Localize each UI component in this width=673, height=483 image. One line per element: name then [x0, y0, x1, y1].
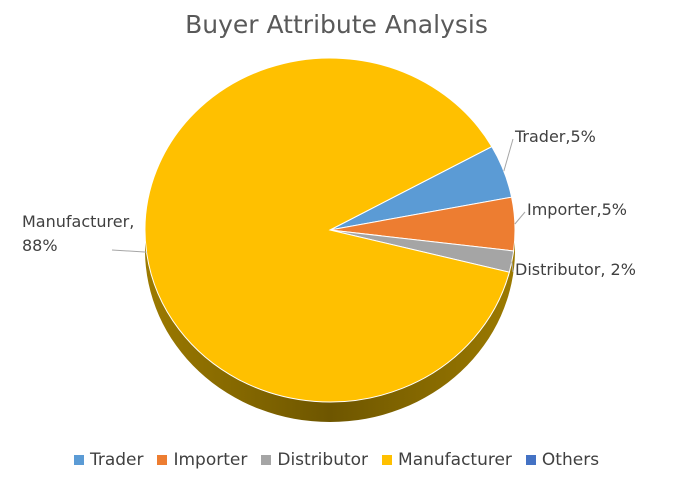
legend-item: Distributor	[261, 450, 368, 470]
data-label: Distributor, 2%	[515, 260, 636, 279]
chart-title: Buyer Attribute Analysis	[185, 10, 488, 39]
legend-item: Manufacturer	[382, 450, 512, 470]
leader-line	[111, 249, 147, 253]
legend-item: Others	[525, 450, 600, 470]
legend-label: Manufacturer	[398, 450, 512, 470]
legend: Trader Importer Distributor Manufacturer Oth…	[0, 450, 673, 470]
legend-item: Trader	[73, 450, 144, 470]
legend-item: Importer	[157, 450, 247, 470]
legend-label: Trader	[89, 450, 144, 470]
legend-swatch	[382, 455, 393, 465]
leader-line	[511, 261, 514, 273]
pie-slice	[144, 57, 510, 403]
data-label: Importer,5%	[527, 200, 627, 219]
legend-label: Distributor	[277, 450, 369, 470]
legend-swatch	[525, 455, 536, 465]
leader-line	[503, 138, 514, 172]
data-label: Trader,5%	[515, 127, 596, 146]
legend-swatch	[261, 455, 272, 465]
data-label: Manufacturer, 88%	[22, 212, 135, 255]
legend-swatch	[73, 455, 84, 465]
legend-label: Importer	[173, 450, 248, 470]
legend-swatch	[157, 455, 168, 465]
legend-label: Others	[541, 450, 600, 470]
leader-line	[514, 211, 526, 225]
